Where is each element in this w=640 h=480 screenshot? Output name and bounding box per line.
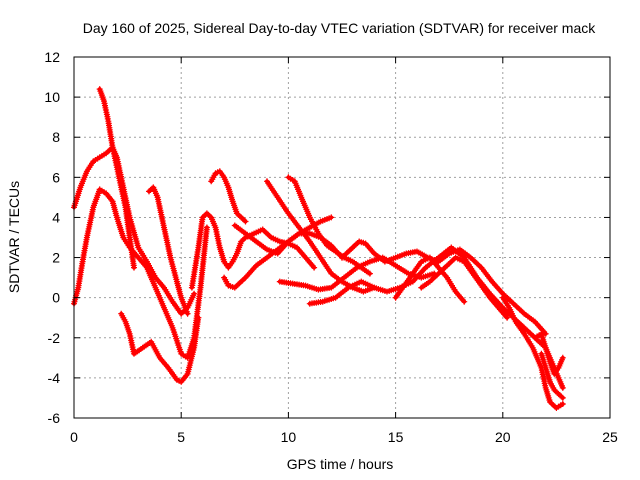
series-markers: [339, 238, 549, 337]
series-markers: [499, 294, 566, 411]
y-tick-label: -6: [48, 410, 61, 426]
series-markers: [538, 350, 566, 401]
series-arc-18: [538, 350, 566, 401]
x-tick-label: 10: [281, 429, 297, 445]
y-tick-label: 10: [44, 89, 60, 105]
axis-ticks: 0 5 10 15 20 25 -6 -4 -2 0 2 4 6 8 10 12: [44, 49, 618, 445]
series-arc-14: [339, 238, 549, 337]
series-markers: [231, 214, 335, 257]
y-tick-label: -2: [48, 330, 61, 346]
series-arc-5: [146, 184, 191, 317]
x-tick-label: 0: [70, 429, 78, 445]
series-arc-19: [532, 330, 566, 377]
y-tick-label: 2: [52, 250, 60, 266]
y-tick-label: 0: [52, 290, 60, 306]
series-layer: [71, 86, 566, 411]
grid-lines: [74, 57, 610, 418]
series-markers: [118, 310, 202, 385]
series-arc-4: [118, 310, 202, 385]
x-tick-label: 25: [602, 429, 618, 445]
series-markers: [96, 86, 137, 271]
series-arc-3: [96, 86, 137, 271]
chart-title: Day 160 of 2025, Sidereal Day-to-day VTE…: [83, 20, 596, 36]
x-tick-label: 20: [495, 429, 511, 445]
y-tick-label: 6: [52, 169, 60, 185]
series-markers: [418, 254, 511, 321]
x-axis-label: GPS time / hours: [287, 456, 394, 472]
y-tick-label: 8: [52, 129, 60, 145]
x-tick-label: 5: [177, 429, 185, 445]
series-markers: [532, 330, 566, 377]
series-markers: [208, 168, 249, 225]
series-markers: [146, 184, 191, 317]
y-tick-label: 4: [52, 209, 60, 225]
plot-frame: [73, 56, 611, 419]
series-arc-16: [418, 254, 511, 321]
y-axis-label: SDTVAR / TECUs: [6, 181, 22, 293]
y-tick-label: 12: [44, 49, 60, 65]
series-markers: [188, 210, 318, 291]
x-tick-label: 15: [388, 429, 404, 445]
y-tick-label: -4: [48, 370, 61, 386]
series-arc-7: [208, 168, 249, 225]
series-arc-17: [499, 294, 566, 411]
